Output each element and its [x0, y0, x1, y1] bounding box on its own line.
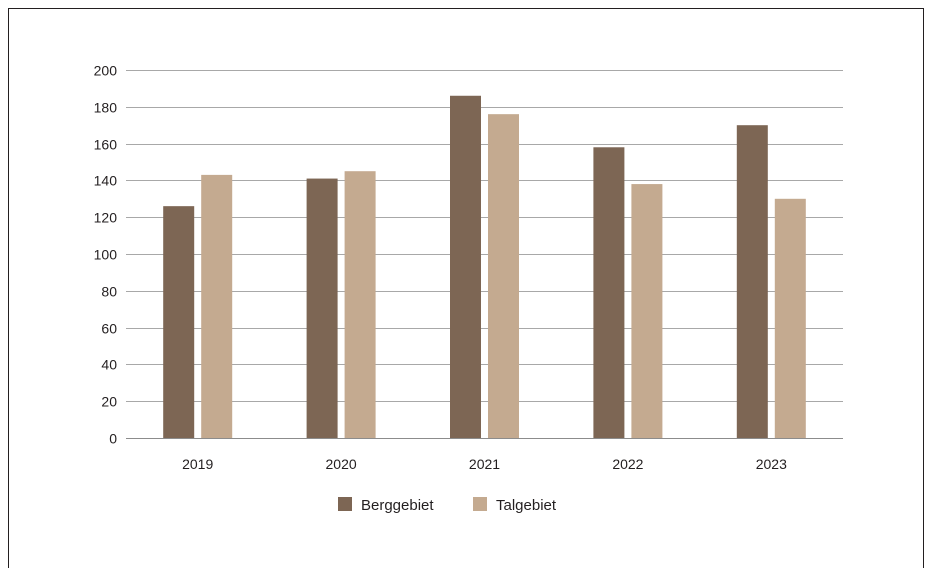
bar-talgebiet-2020 [344, 171, 376, 438]
x-tick-label: 2023 [756, 456, 787, 472]
legend: Berggebiet Talgebiet [338, 497, 557, 514]
y-tick-label: 40 [101, 357, 117, 373]
bar-berggebiet-2021 [450, 95, 481, 438]
y-tick-label: 60 [101, 321, 117, 337]
bar-berggebiet-2019 [163, 206, 195, 438]
x-tick-label: 2022 [612, 456, 643, 472]
y-tick-label: 20 [101, 394, 117, 410]
legend-swatch-berggebiet [338, 497, 352, 511]
x-tick-label: 2019 [182, 456, 213, 472]
y-tick-label: 180 [94, 100, 118, 116]
y-tick-label: 160 [94, 137, 118, 153]
y-tick-label: 100 [94, 247, 118, 263]
legend-swatch-talgebiet [473, 497, 487, 511]
x-tick-label: 2021 [469, 456, 500, 472]
x-axis-tick-labels: 2019 2020 2021 2022 2023 [182, 456, 787, 472]
y-tick-label: 140 [94, 173, 118, 189]
bar-talgebiet-2023 [774, 198, 806, 438]
bar-talgebiet-2019 [201, 174, 233, 438]
y-tick-label: 0 [109, 431, 117, 447]
bar-talgebiet-2021 [488, 114, 519, 438]
y-tick-label: 200 [94, 63, 118, 79]
bar-talgebiet-2022 [631, 184, 663, 438]
y-tick-label: 120 [94, 210, 118, 226]
bar-berggebiet-2020 [306, 178, 338, 438]
x-tick-label: 2020 [326, 456, 357, 472]
bars [163, 95, 806, 438]
bar-berggebiet-2023 [736, 125, 768, 438]
legend-label-berggebiet: Berggebiet [361, 497, 434, 514]
bar-berggebiet-2022 [593, 147, 625, 438]
y-axis-tick-labels: 0 20 40 60 80 100 120 140 160 180 200 [94, 63, 118, 447]
y-tick-label: 80 [101, 284, 117, 300]
gridlines [126, 70, 843, 439]
legend-label-talgebiet: Talgebiet [496, 497, 557, 514]
chart-frame [8, 8, 924, 568]
